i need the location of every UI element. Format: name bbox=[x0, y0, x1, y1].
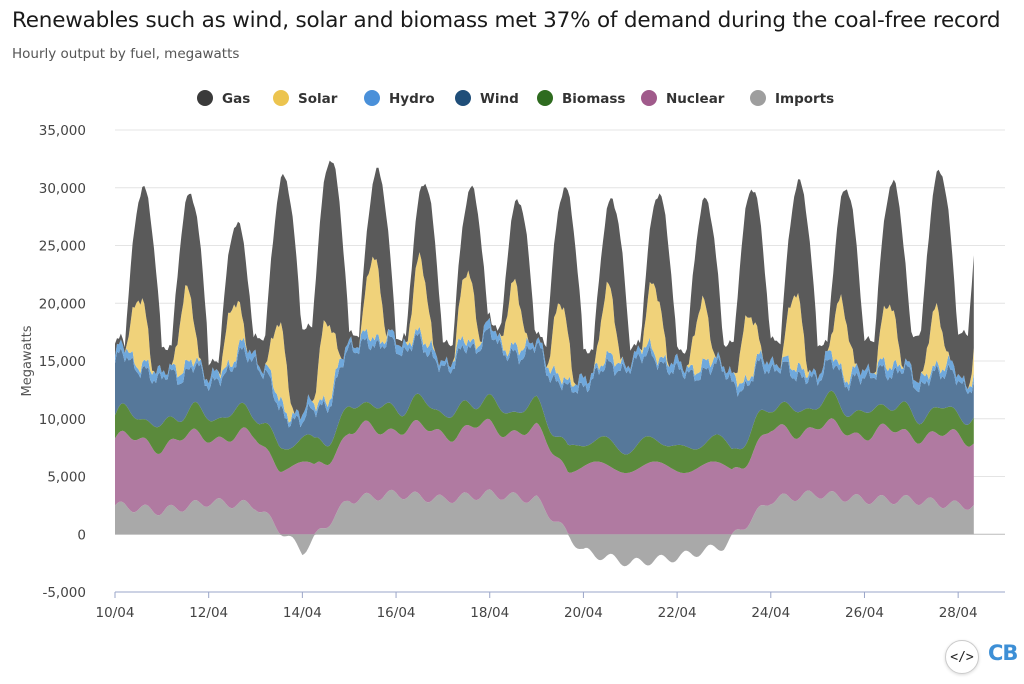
y-tick-label: 5,000 bbox=[47, 470, 86, 486]
code-embed-icon[interactable]: </> bbox=[945, 640, 979, 674]
legend-marker-gas bbox=[197, 90, 213, 106]
legend-label-solar: Solar bbox=[298, 91, 338, 107]
x-tick-label: 24/04 bbox=[751, 605, 790, 621]
area-series-imports bbox=[115, 489, 974, 567]
legend-label-gas: Gas bbox=[222, 91, 250, 107]
chart-subtitle: Hourly output by fuel, megawatts bbox=[12, 46, 240, 62]
x-tick-label: 26/04 bbox=[845, 605, 884, 621]
legend-label-biomass: Biomass bbox=[562, 91, 625, 107]
area-series-solar bbox=[115, 252, 974, 423]
area-series-wind bbox=[115, 327, 974, 455]
y-axis-label: Megawatts bbox=[20, 325, 35, 396]
x-tick-label: 28/04 bbox=[939, 605, 978, 621]
legend-label-nuclear: Nuclear bbox=[666, 91, 725, 107]
y-tick-label: 30,000 bbox=[39, 181, 86, 197]
legend-marker-wind bbox=[455, 90, 471, 106]
x-tick-label: 16/04 bbox=[377, 605, 416, 621]
y-tick-label: -5,000 bbox=[42, 585, 86, 601]
area-series-gas bbox=[115, 160, 974, 420]
legend-marker-biomass bbox=[537, 90, 553, 106]
y-tick-label: 15,000 bbox=[39, 354, 86, 370]
carbon-brief-logo: CB bbox=[988, 641, 1018, 665]
y-tick-label: 35,000 bbox=[39, 123, 86, 139]
x-tick-label: 14/04 bbox=[283, 605, 322, 621]
legend-marker-nuclear bbox=[641, 90, 657, 106]
x-tick-label: 18/04 bbox=[470, 605, 509, 621]
area-series-hydro bbox=[115, 317, 974, 428]
y-tick-label: 10,000 bbox=[39, 412, 86, 428]
chart-title: Renewables such as wind, solar and bioma… bbox=[12, 8, 1001, 33]
legend-marker-hydro bbox=[364, 90, 380, 106]
legend-marker-solar bbox=[273, 90, 289, 106]
y-tick-label: 20,000 bbox=[39, 296, 86, 312]
x-tick-label: 10/04 bbox=[96, 605, 135, 621]
y-tick-label: 25,000 bbox=[39, 239, 86, 255]
x-tick-label: 20/04 bbox=[564, 605, 603, 621]
legend-label-wind: Wind bbox=[480, 91, 519, 107]
legend-marker-imports bbox=[750, 90, 766, 106]
area-series-nuclear bbox=[115, 418, 974, 535]
x-tick-label: 12/04 bbox=[189, 605, 228, 621]
x-tick-label: 22/04 bbox=[658, 605, 697, 621]
legend-label-imports: Imports bbox=[775, 91, 834, 107]
legend-label-hydro: Hydro bbox=[389, 91, 435, 107]
area-series-biomass bbox=[115, 390, 974, 473]
y-tick-label: 0 bbox=[77, 527, 86, 543]
